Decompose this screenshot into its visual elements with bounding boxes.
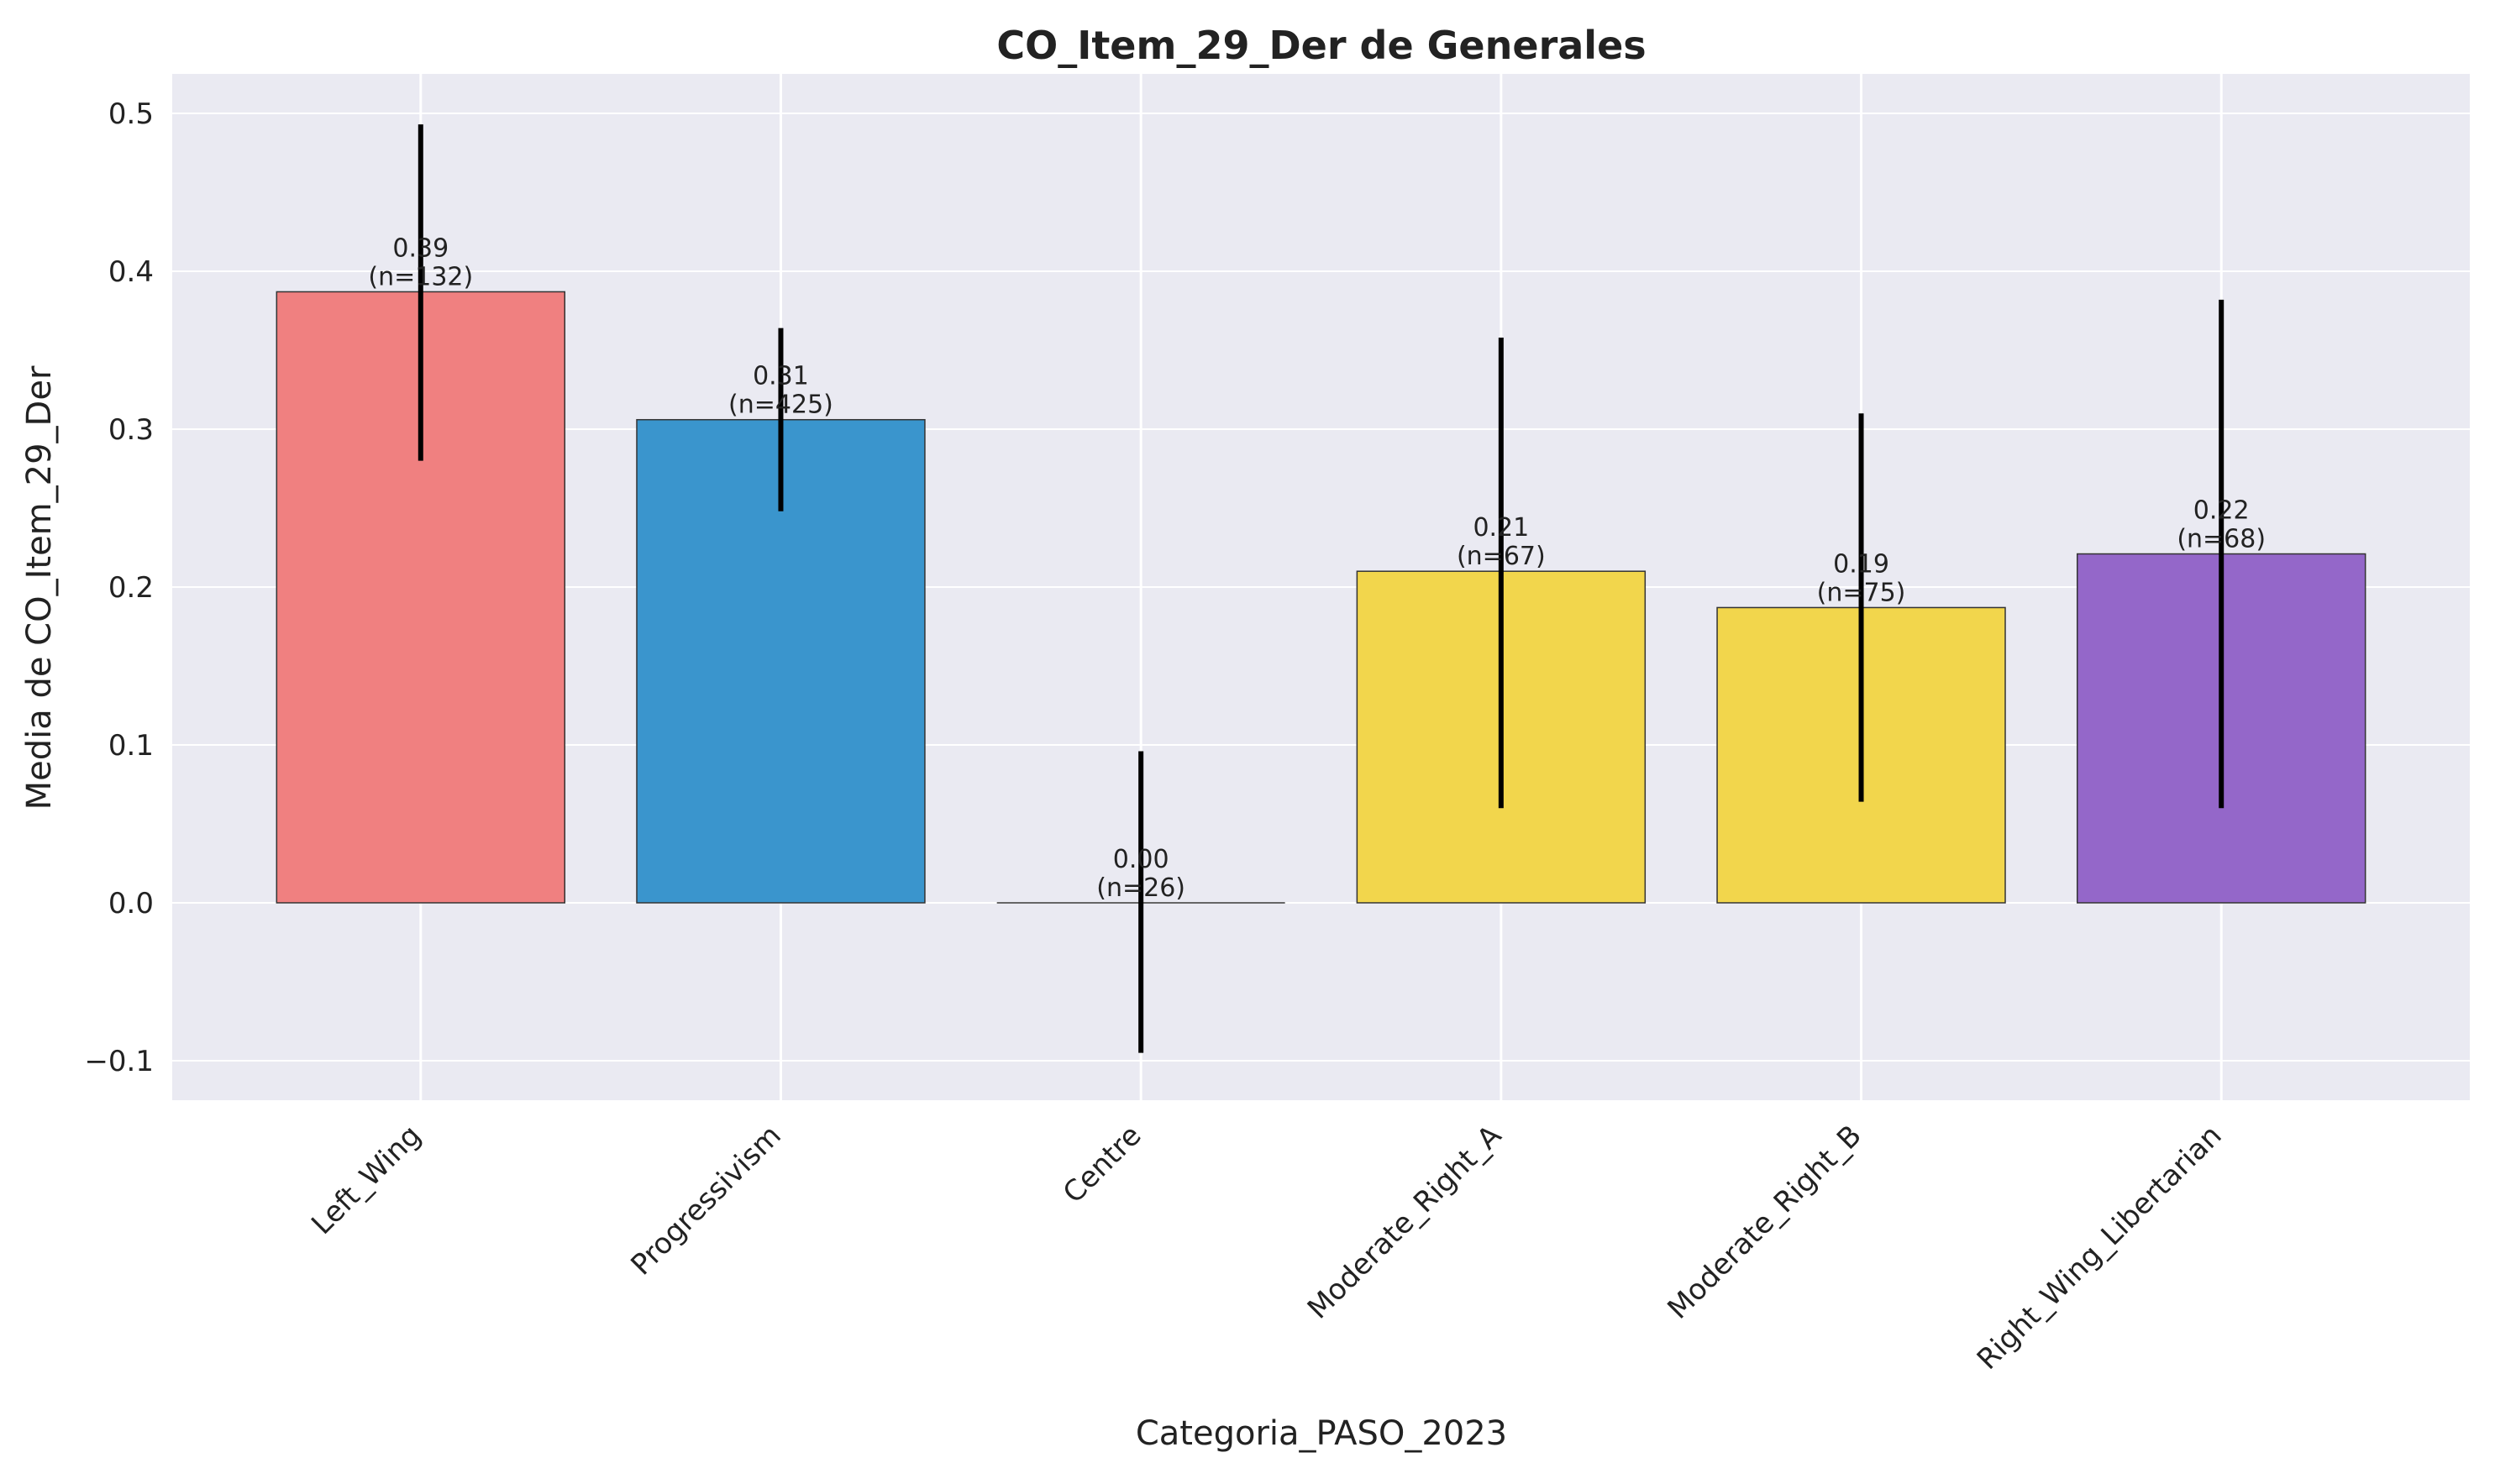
y-tick-label: 0.0 bbox=[108, 887, 154, 920]
n-label-Moderate_Right_B: (n=75) bbox=[1817, 578, 1906, 607]
y-tick-label: 0.2 bbox=[108, 571, 154, 605]
y-tick-label: 0.1 bbox=[108, 729, 154, 763]
n-label-Left_Wing: (n=132) bbox=[368, 262, 473, 291]
x-tick-label-Centre: Centre bbox=[1057, 1119, 1148, 1210]
y-tick-label: 0.5 bbox=[108, 97, 154, 131]
bars bbox=[276, 291, 2366, 904]
x-tick-label-Right_Wing_Libertarian: Right_Wing_Libertarian bbox=[1971, 1119, 2229, 1377]
x-tick-label-Left_Wing: Left_Wing bbox=[305, 1119, 428, 1241]
data-labels: 0.39(n=132)0.31(n=425)0.00(n=26)0.21(n=6… bbox=[368, 233, 2266, 903]
error-bars bbox=[418, 124, 2224, 1053]
value-label-Moderate_Right_B: 0.19 bbox=[1833, 549, 1889, 579]
value-label-Progressivism: 0.31 bbox=[753, 362, 809, 391]
x-tick-label-Moderate_Right_B: Moderate_Right_B bbox=[1661, 1119, 1867, 1325]
n-label-Moderate_Right_A: (n=67) bbox=[1457, 542, 1546, 571]
y-tick-label: 0.3 bbox=[108, 413, 154, 447]
x-axis-label: Categoria_PASO_2023 bbox=[1136, 1414, 1507, 1453]
x-tick-label-Progressivism: Progressivism bbox=[624, 1119, 787, 1282]
n-label-Right_Wing_Libertarian: (n=68) bbox=[2177, 525, 2266, 554]
y-tick-label: −0.1 bbox=[84, 1045, 154, 1078]
n-label-Centre: (n=26) bbox=[1096, 873, 1185, 903]
value-label-Left_Wing: 0.39 bbox=[392, 233, 449, 263]
y-axis-label: Media de CO_Item_29_Der bbox=[20, 365, 59, 810]
x-tick-label-Moderate_Right_A: Moderate_Right_A bbox=[1301, 1119, 1508, 1325]
n-label-Progressivism: (n=425) bbox=[728, 391, 833, 420]
y-tick-label: 0.4 bbox=[108, 255, 154, 289]
value-label-Right_Wing_Libertarian: 0.22 bbox=[2193, 496, 2250, 526]
value-label-Moderate_Right_A: 0.21 bbox=[1473, 513, 1529, 543]
y-tick-labels: −0.1 0.0 0.1 0.2 0.3 0.4 0.5 bbox=[84, 97, 154, 1078]
value-label-Centre: 0.00 bbox=[1113, 845, 1169, 874]
chart-title: CO_Item_29_Der de Generales bbox=[996, 23, 1646, 68]
x-tick-labels: Left_Wing Progressivism Centre Moderate_Rig… bbox=[305, 1119, 2228, 1377]
